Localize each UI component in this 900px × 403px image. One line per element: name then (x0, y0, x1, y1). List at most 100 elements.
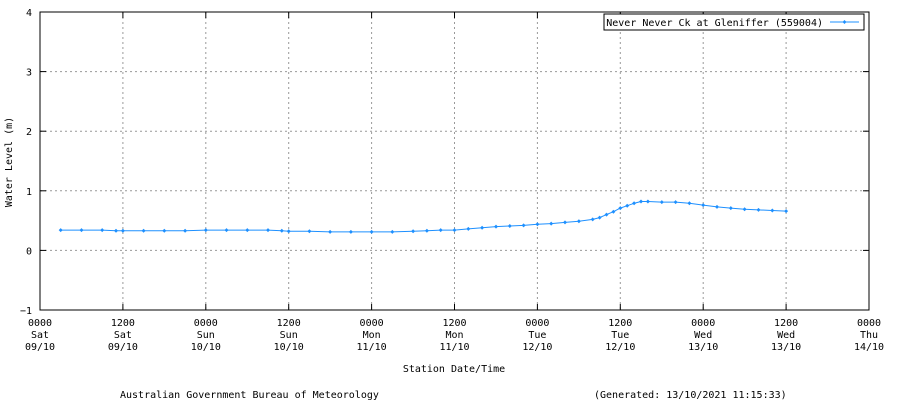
x-tick-label: Wed (777, 330, 795, 341)
series-line (60, 201, 787, 233)
data-point (369, 229, 374, 234)
x-tick-label: 1200 (111, 318, 135, 329)
data-point (535, 222, 540, 227)
data-point (632, 201, 637, 206)
x-tick-label: Tue (528, 330, 546, 341)
x-tick-label: 0000 (857, 318, 881, 329)
data-point (224, 228, 229, 233)
x-tick-label: Mon (363, 330, 381, 341)
data-point (424, 228, 429, 233)
x-axis-label: Station Date/Time (403, 364, 505, 375)
data-point (687, 201, 692, 206)
x-tick-label: 14/10 (854, 342, 884, 353)
footer-credit: Australian Government Bureau of Meteorol… (120, 390, 379, 401)
x-tick-label: 13/10 (771, 342, 801, 353)
x-tick-label: Mon (445, 330, 463, 341)
data-point (411, 229, 416, 234)
y-tick-label: 2 (26, 127, 32, 138)
x-tick-label: 10/10 (191, 342, 221, 353)
x-tick-label: 11/10 (439, 342, 469, 353)
y-axis-tick-labels: 4 3 2 1 0 −1 (20, 8, 32, 317)
data-point (58, 228, 63, 233)
data-point (494, 224, 498, 229)
y-axis-label: Water Level (m) (4, 117, 15, 207)
x-tick-label: 1200 (774, 318, 798, 329)
data-point (328, 229, 333, 234)
data-point (279, 228, 284, 233)
x-tick-label: Sat (114, 330, 132, 341)
x-tick-label: Sat (31, 330, 49, 341)
data-point (438, 228, 443, 233)
data-point (639, 199, 643, 204)
y-tick-label: 4 (26, 8, 32, 19)
data-point (576, 219, 581, 224)
data-point (390, 229, 395, 234)
x-tick-label: 10/10 (274, 342, 304, 353)
x-tick-label: Tue (611, 330, 629, 341)
data-point (625, 203, 630, 208)
x-tick-label: 1200 (277, 318, 301, 329)
data-point (100, 228, 105, 233)
data-point (563, 220, 567, 225)
data-point (348, 229, 353, 234)
data-point (245, 228, 250, 233)
data-point (756, 207, 761, 212)
data-point (203, 228, 208, 233)
data-point (715, 204, 719, 209)
x-tick-label: 11/10 (357, 342, 387, 353)
x-tick-label: 12/10 (605, 342, 635, 353)
x-tick-label: 0000 (194, 318, 218, 329)
x-tick-label: 0000 (360, 318, 384, 329)
data-point (590, 217, 595, 222)
x-tick-label: 1200 (442, 318, 466, 329)
data-point (701, 203, 706, 208)
x-tick-label: 1200 (608, 318, 632, 329)
data-point (162, 228, 167, 233)
data-point (114, 228, 118, 233)
y-tick-label: −1 (20, 306, 32, 317)
data-point (659, 200, 664, 205)
x-tick-label: Sun (280, 330, 298, 341)
data-point (618, 206, 623, 211)
y-tick-label: 0 (26, 246, 32, 257)
data-point (452, 228, 457, 233)
series-layer (58, 199, 789, 234)
data-point (480, 225, 485, 230)
x-axis-tick-labels: 0000Sat09/101200Sat09/100000Sun10/101200… (25, 318, 884, 353)
legend-label: Never Never Ck at Gleniffer (559004) (606, 18, 823, 29)
x-tick-label: 09/10 (108, 342, 138, 353)
data-point (120, 228, 125, 233)
plot-border (39, 11, 870, 311)
data-point (79, 228, 84, 233)
data-point (728, 206, 733, 211)
x-tick-label: Thu (860, 330, 878, 341)
x-tick-label: 09/10 (25, 342, 55, 353)
x-tick-label: Sun (197, 330, 215, 341)
x-tick-label: 12/10 (522, 342, 552, 353)
legend-box (603, 13, 865, 31)
data-point (770, 208, 775, 213)
data-point (549, 221, 554, 226)
legend-marker (842, 20, 847, 24)
data-point (286, 229, 291, 234)
grid-lines (40, 12, 869, 310)
data-point (597, 215, 602, 220)
data-point (611, 209, 616, 214)
data-point (183, 228, 188, 233)
data-point (784, 209, 789, 214)
data-point (466, 226, 471, 231)
data-point (742, 207, 747, 212)
data-point (266, 228, 270, 233)
x-tick-label: 0000 (525, 318, 549, 329)
data-point (307, 229, 312, 234)
x-tick-label: 0000 (28, 318, 52, 329)
data-point (507, 224, 512, 228)
data-point (141, 228, 146, 233)
x-tick-label: 13/10 (688, 342, 718, 353)
axis-ticks (39, 11, 870, 311)
data-point (604, 212, 609, 217)
legend: Never Never Ck at Gleniffer (559004) (603, 13, 865, 31)
data-point (521, 223, 526, 228)
x-tick-label: Wed (694, 330, 712, 341)
